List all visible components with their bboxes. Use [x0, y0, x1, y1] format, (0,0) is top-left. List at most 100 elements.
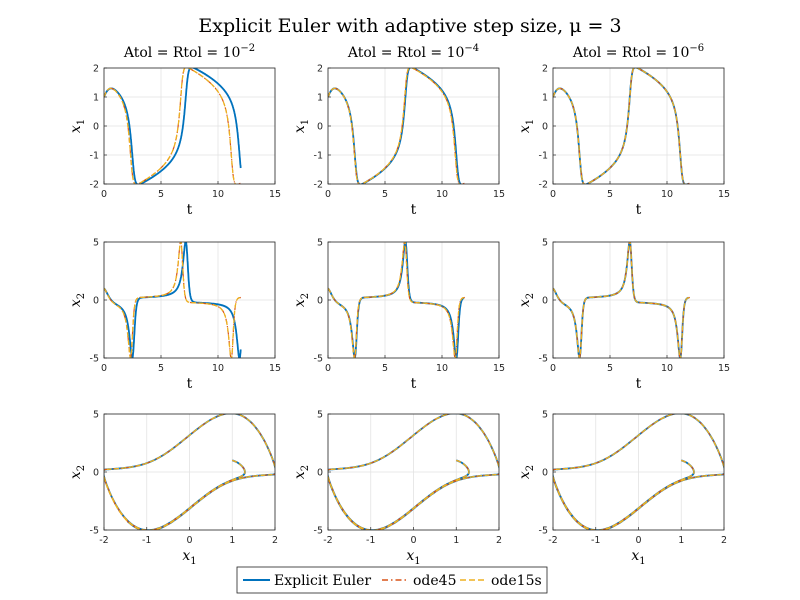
y-tick-label: -5 — [314, 354, 323, 365]
curve-ode15s — [104, 414, 275, 530]
y-axis-label-subscript: 1 — [76, 119, 87, 125]
curve-explicit-euler — [104, 242, 242, 358]
y-axis-label: x1 — [292, 119, 311, 133]
y-tick-label: 5 — [317, 238, 323, 249]
column-title: Atol = Rtol = 10−6 — [572, 43, 704, 61]
curve-ode15s — [104, 242, 242, 358]
curve-ode15s — [553, 414, 724, 530]
x-tick-label: -1 — [366, 535, 375, 546]
y-axis-label-base: x — [517, 299, 533, 307]
y-tick-label: -5 — [539, 354, 548, 365]
x-tick-label: 0 — [410, 535, 416, 546]
x-tick-label: -2 — [99, 535, 108, 546]
x-tick-label: 0 — [325, 363, 331, 374]
x-tick-label: 5 — [382, 189, 388, 200]
y-tick-label: -5 — [539, 526, 548, 537]
y-axis-label: x2 — [292, 293, 311, 307]
x-tick-label: 10 — [436, 189, 448, 200]
y-axis-label-base: x — [68, 471, 84, 479]
curve-ode15s — [553, 242, 691, 358]
y-tick-label: 0 — [542, 468, 548, 479]
column-title: Atol = Rtol = 10−2 — [123, 43, 255, 61]
legend: Explicit Euler ode45 ode15s — [236, 566, 548, 594]
y-tick-label: 0 — [542, 122, 548, 133]
y-tick-label: 0 — [93, 296, 99, 307]
y-tick-label: 5 — [317, 410, 323, 421]
x-tick-label: -1 — [142, 535, 151, 546]
x-axis-label: t — [636, 202, 642, 218]
column-title-text: Atol = Rtol = 10 — [572, 45, 690, 61]
y-tick-label: 1 — [93, 93, 99, 104]
y-tick-label: 0 — [317, 468, 323, 479]
y-tick-label: -1 — [90, 151, 99, 162]
y-tick-label: 0 — [317, 296, 323, 307]
y-tick-label: -2 — [90, 180, 99, 191]
y-tick-label: -2 — [314, 180, 323, 191]
y-axis-label-base: x — [292, 471, 308, 479]
x-tick-label: 15 — [269, 363, 281, 374]
column-title: Atol = Rtol = 10−4 — [347, 43, 479, 61]
y-tick-label: 0 — [542, 296, 548, 307]
x-axis-label: t — [411, 202, 417, 218]
y-tick-label: 2 — [317, 64, 323, 75]
x-tick-label: 10 — [436, 363, 448, 374]
x-tick-label: 2 — [721, 535, 727, 546]
y-axis-label: x2 — [292, 465, 311, 479]
y-tick-label: 2 — [542, 64, 548, 75]
y-tick-label: 5 — [93, 238, 99, 249]
y-tick-label: -5 — [90, 526, 99, 537]
x-tick-label: 0 — [186, 535, 192, 546]
x-axis-label-subscript: 1 — [190, 556, 196, 567]
x-axis-label: t — [411, 376, 417, 392]
y-axis-label-base: x — [68, 125, 84, 133]
y-axis-label: x2 — [517, 465, 536, 479]
column-title-text: Atol = Rtol = 10 — [347, 45, 465, 61]
column-title-text: Atol = Rtol = 10 — [123, 45, 241, 61]
y-tick-label: 0 — [93, 122, 99, 133]
y-axis-label-subscript: 1 — [525, 119, 536, 125]
x-axis-label: x1 — [631, 548, 645, 567]
y-axis-label-subscript: 2 — [300, 465, 311, 471]
curve-ode15s — [328, 414, 499, 530]
x-axis-label-subscript: 1 — [639, 556, 645, 567]
y-tick-label: 2 — [93, 64, 99, 75]
x-tick-label: 0 — [101, 363, 107, 374]
x-tick-label: 0 — [550, 189, 556, 200]
y-tick-label: 1 — [317, 93, 323, 104]
x-axis-label: x1 — [406, 548, 420, 567]
x-axis-label: t — [187, 202, 193, 218]
y-axis-label-base: x — [68, 299, 84, 307]
y-axis-label-subscript: 2 — [76, 293, 87, 299]
x-axis-label: t — [187, 376, 193, 392]
curve-ode15s — [328, 242, 466, 358]
y-tick-label: 0 — [317, 122, 323, 133]
x-axis-label-subscript: 1 — [414, 556, 420, 567]
y-axis-label: x1 — [517, 119, 536, 133]
y-tick-label: -5 — [90, 354, 99, 365]
x-tick-label: 15 — [269, 189, 281, 200]
x-tick-label: -1 — [591, 535, 600, 546]
legend-label-explicit-euler: Explicit Euler — [274, 573, 371, 589]
y-tick-label: -5 — [314, 526, 323, 537]
x-axis-label-base: x — [631, 548, 639, 564]
legend-label-ode45: ode45 — [413, 573, 457, 589]
y-axis-label-base: x — [517, 125, 533, 133]
x-tick-label: -2 — [323, 535, 332, 546]
curve-ode15s — [104, 68, 242, 184]
x-tick-label: 15 — [718, 189, 730, 200]
x-tick-label: 10 — [212, 189, 224, 200]
y-axis-label: x2 — [517, 293, 536, 307]
x-tick-label: 0 — [101, 189, 107, 200]
x-tick-label: 5 — [607, 189, 613, 200]
y-axis-label-subscript: 2 — [76, 465, 87, 471]
x-tick-label: 1 — [453, 535, 459, 546]
x-tick-label: 15 — [718, 363, 730, 374]
x-tick-label: -2 — [548, 535, 557, 546]
x-tick-label: 5 — [158, 363, 164, 374]
